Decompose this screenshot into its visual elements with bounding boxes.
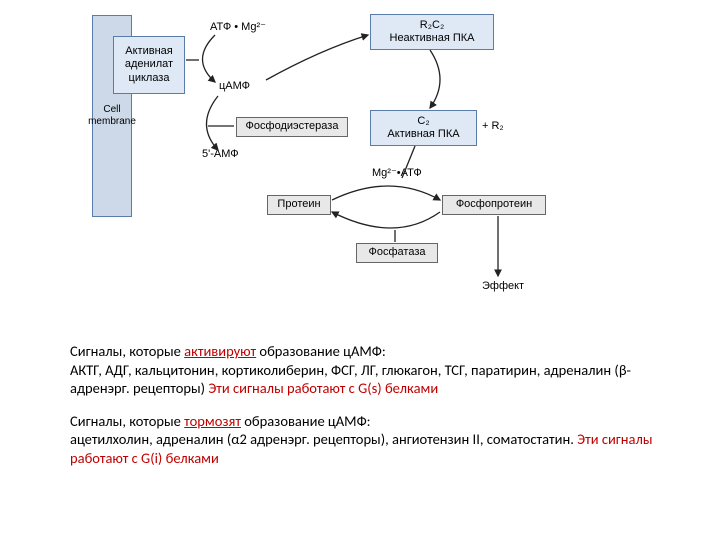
caption-p2: Сигналы, которые тормозят образование цА… [70, 412, 660, 468]
p1-activ: активируют [184, 342, 256, 360]
pde-label: Фосфодиэстераза [246, 120, 339, 133]
mg-atp-label: Mg²⁻•АТФ [372, 166, 422, 179]
cyclase-line2: аденилат [125, 58, 173, 71]
phosphatase-box: Фосфатаза [356, 243, 438, 263]
active-pka-line1: C₂ [417, 115, 429, 128]
caption-block: Сигналы, которые активируют образование … [70, 342, 660, 481]
effect-label: Эффект [482, 280, 524, 292]
p1-red: Эти сигналы работают с G(s) белками [208, 379, 438, 397]
phosphoprotein-box: Фосфопротеин [442, 195, 546, 215]
camp-label: цАМФ [219, 80, 250, 92]
inactive-pka-line2: Неактивная ПКА [390, 32, 475, 45]
p2-b: образование цАМФ: [241, 412, 371, 430]
phosphatase-label: Фосфатаза [369, 246, 426, 259]
inactive-pka-line1: R₂C₂ [420, 19, 444, 32]
adenylate-cyclase-box: Активная аденилат циклаза [113, 36, 185, 94]
phosphoprotein-label: Фосфопротеин [456, 198, 532, 211]
atp-mg-label: АТФ • Mg²⁻ [210, 20, 266, 33]
caption-p1: Сигналы, которые активируют образование … [70, 342, 660, 398]
protein-box: Протеин [267, 195, 331, 215]
active-pka-box: C₂ Активная ПКА [370, 110, 477, 146]
p2-inh: тормозят [184, 412, 241, 430]
p1-b: образование цАМФ: [256, 342, 386, 360]
signal-diagram: Cell membrane Активная аденилат циклаза … [0, 0, 720, 320]
active-pka-line2: Активная ПКА [387, 128, 459, 141]
amp5-label: 5'-АМФ [202, 148, 239, 160]
membrane-label-1: Cell [103, 104, 120, 116]
cyclase-line1: Активная [125, 45, 172, 58]
p1-a: Сигналы, которые [70, 342, 184, 360]
plus-r2-label: + R₂ [482, 120, 504, 132]
pde-box: Фосфодиэстераза [236, 117, 348, 137]
inactive-pka-box: R₂C₂ Неактивная ПКА [370, 14, 494, 50]
cyclase-line3: циклаза [129, 72, 170, 85]
membrane-label-2: membrane [88, 116, 136, 128]
p2-c: ацетилхолин, адреналин (α2 адренэрг. рец… [70, 430, 577, 448]
protein-label: Протеин [277, 198, 320, 211]
p2-a: Сигналы, которые [70, 412, 184, 430]
